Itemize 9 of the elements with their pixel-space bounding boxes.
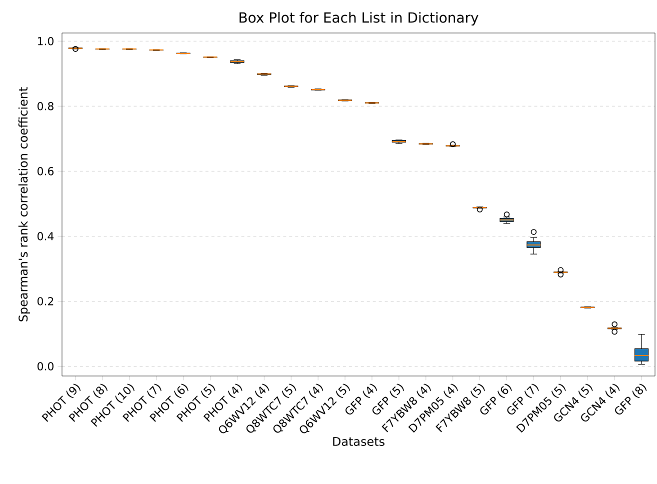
y-tick-label: 0.0 [38,362,54,370]
y-tick-label: 0.2 [38,297,54,306]
y-tick-label: 0.6 [38,167,54,176]
y-tick-label: 1.0 [38,36,54,46]
y-tick-label: 0.4 [38,232,54,240]
chart-title: Box Plot for Each List in Dictionary [240,12,478,26]
y-tick-label: 0.8 [38,102,54,110]
y-axis-title: Spearman's rank correlation coefficient [18,87,30,322]
x-axis-title: Datasets [333,437,384,446]
